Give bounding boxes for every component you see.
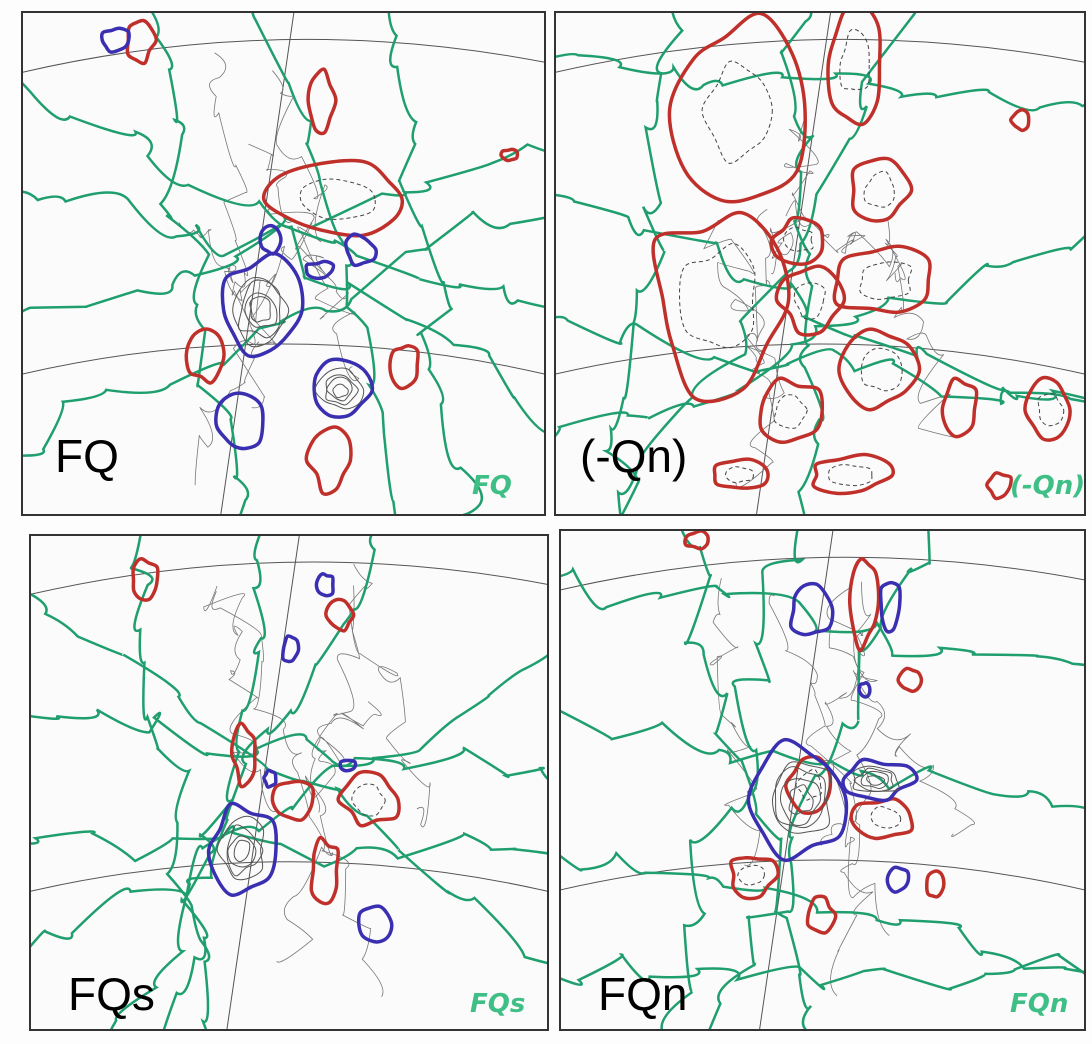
handwritten-tag: FQn xyxy=(1010,989,1068,1019)
panel-label: (-Qn) xyxy=(580,430,687,482)
panel-label: FQ xyxy=(55,430,119,482)
panel xyxy=(10,515,574,1044)
panel-background xyxy=(560,530,1085,1030)
handwritten-tag: FQ xyxy=(472,471,512,501)
figure: FQ (-Qn) FQs FQn FQ (-Qn) FQs FQn xyxy=(0,0,1092,1044)
handwritten-tag: FQs xyxy=(470,989,525,1019)
panel xyxy=(540,510,1092,1044)
panel-label: FQs xyxy=(68,968,155,1020)
panel-label: FQn xyxy=(598,968,687,1020)
handwritten-tag: (-Qn) xyxy=(1010,471,1085,501)
map-panels: FQ (-Qn) FQs FQn FQ (-Qn) FQs FQn xyxy=(0,0,1092,1044)
